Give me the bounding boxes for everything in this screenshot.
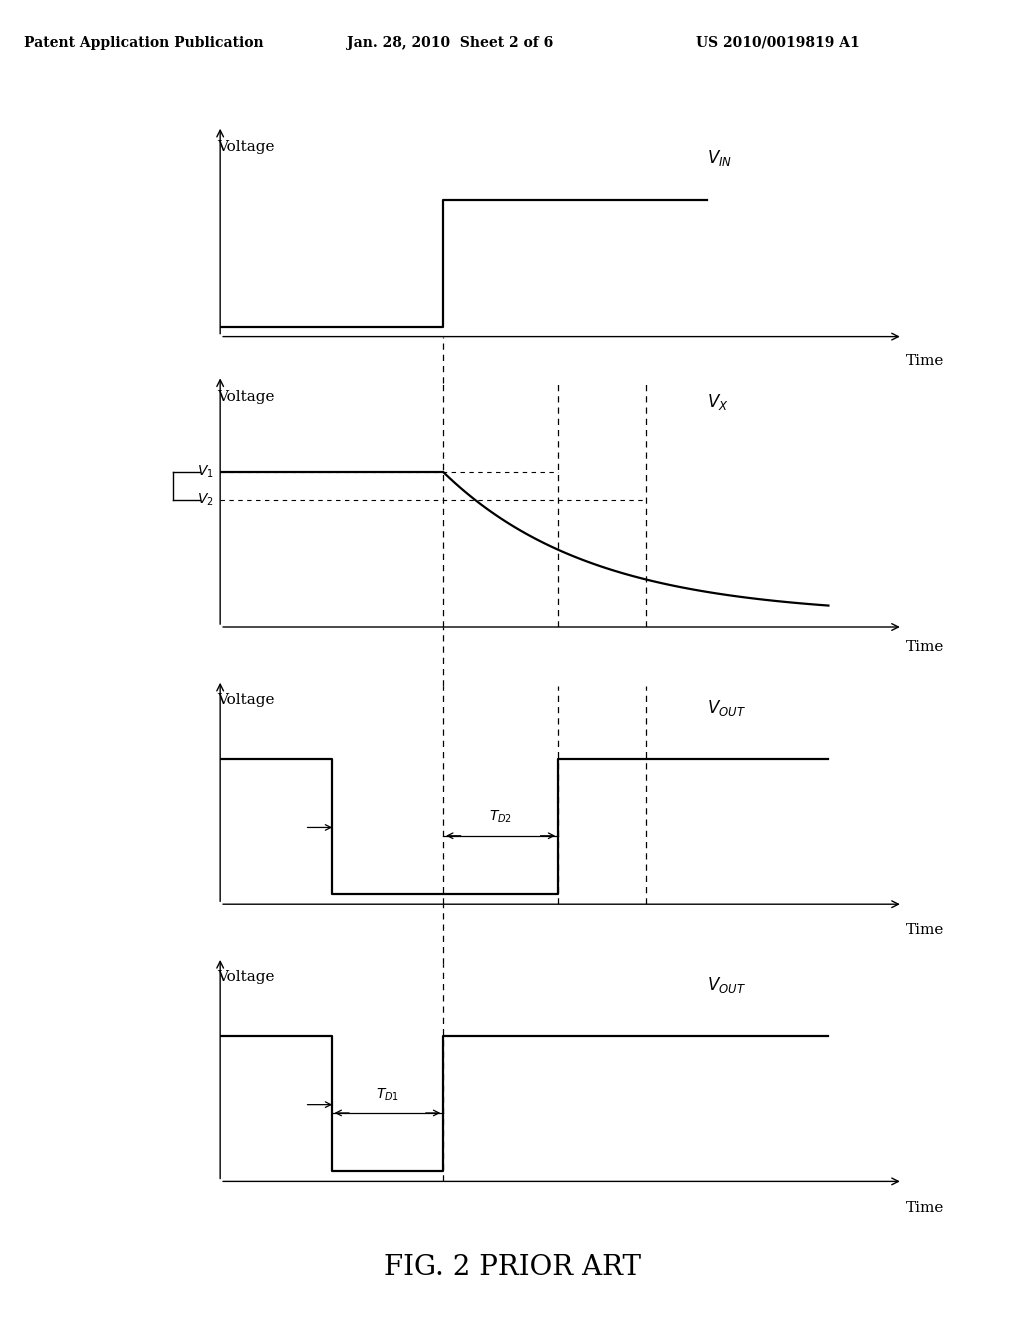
- Text: FIG. 2 PRIOR ART: FIG. 2 PRIOR ART: [384, 1254, 640, 1280]
- Text: $V_{OUT}$: $V_{OUT}$: [707, 697, 745, 718]
- Text: $V_2$: $V_2$: [197, 491, 213, 508]
- Text: Voltage: Voltage: [217, 140, 274, 154]
- Text: Jan. 28, 2010  Sheet 2 of 6: Jan. 28, 2010 Sheet 2 of 6: [347, 36, 554, 50]
- Text: US 2010/0019819 A1: US 2010/0019819 A1: [696, 36, 860, 50]
- Text: Time: Time: [906, 923, 944, 937]
- Text: Patent Application Publication: Patent Application Publication: [24, 36, 263, 50]
- Text: Voltage: Voltage: [217, 391, 274, 404]
- Text: $T_{D2}$: $T_{D2}$: [489, 809, 512, 825]
- Text: Time: Time: [906, 639, 944, 653]
- Text: $V_{IN}$: $V_{IN}$: [707, 148, 732, 168]
- Text: Voltage: Voltage: [217, 970, 274, 985]
- Text: Time: Time: [906, 1200, 944, 1214]
- Text: $V_{OUT}$: $V_{OUT}$: [707, 974, 745, 995]
- Text: $T_{D1}$: $T_{D1}$: [376, 1086, 399, 1102]
- Text: $V_1$: $V_1$: [197, 463, 213, 480]
- Text: Time: Time: [906, 354, 944, 368]
- Text: $V_X$: $V_X$: [707, 392, 728, 412]
- Text: Voltage: Voltage: [217, 693, 274, 708]
